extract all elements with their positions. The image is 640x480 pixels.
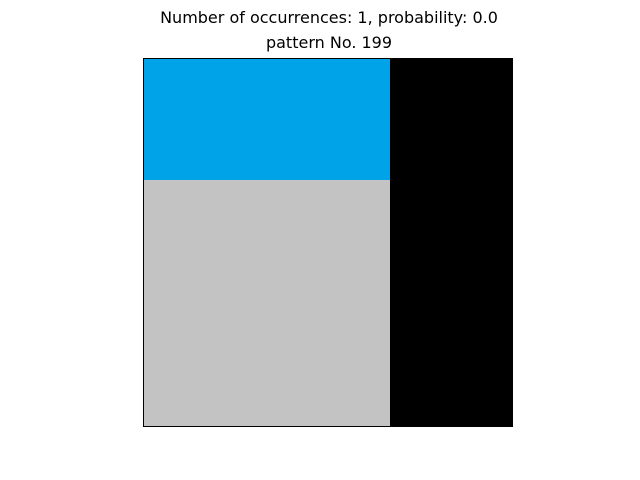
figure-title-pattern-number: pattern No. 199 [265, 33, 393, 52]
pattern-cell-right-column [390, 59, 512, 426]
figure-title-occurrences: Number of occurrences: 1, probability: 0… [160, 8, 498, 27]
pattern-cell-bottom-left [144, 180, 390, 426]
pattern-cell-top-left [144, 59, 390, 180]
pattern-grid [143, 58, 513, 427]
